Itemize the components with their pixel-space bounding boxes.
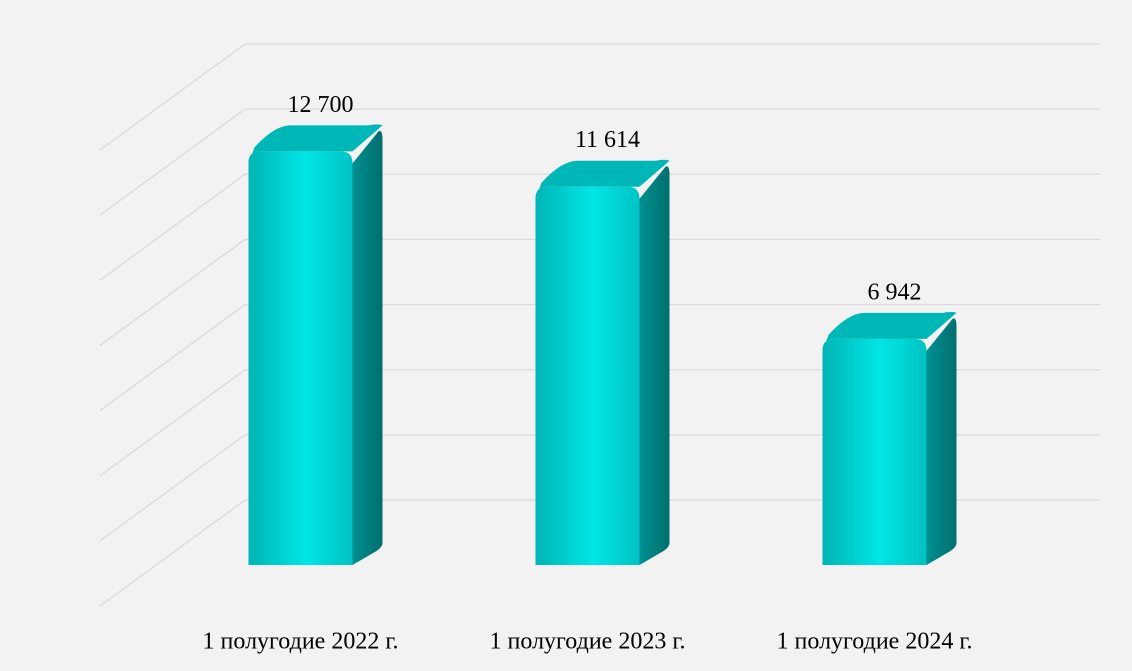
x-tick-label: 1 полугодие 2022 г.	[203, 629, 399, 655]
side-grid-line	[99, 369, 246, 477]
data-label: 6 942	[868, 279, 922, 305]
side-grid-line	[99, 499, 246, 607]
side-grid-line	[99, 108, 246, 216]
bar-top	[248, 124, 383, 164]
data-label: 12 700	[288, 92, 354, 118]
bar	[248, 151, 353, 566]
bar-side	[639, 166, 670, 566]
side-grid-line	[99, 238, 246, 346]
data-label: 11 614	[575, 127, 640, 153]
bar-top	[535, 159, 670, 199]
side-grid-line	[99, 304, 246, 412]
bar-side	[352, 131, 383, 565]
bar-side	[926, 318, 957, 565]
x-tick-label: 1 полугодие 2024 г.	[777, 629, 973, 655]
bar-top	[822, 311, 957, 351]
bar	[535, 186, 640, 565]
side-grid-line	[99, 434, 246, 542]
side-grid-line	[99, 43, 246, 151]
side-grid-line	[99, 173, 246, 281]
bar	[822, 338, 927, 565]
x-tick-label: 1 полугодие 2023 г.	[490, 629, 686, 655]
